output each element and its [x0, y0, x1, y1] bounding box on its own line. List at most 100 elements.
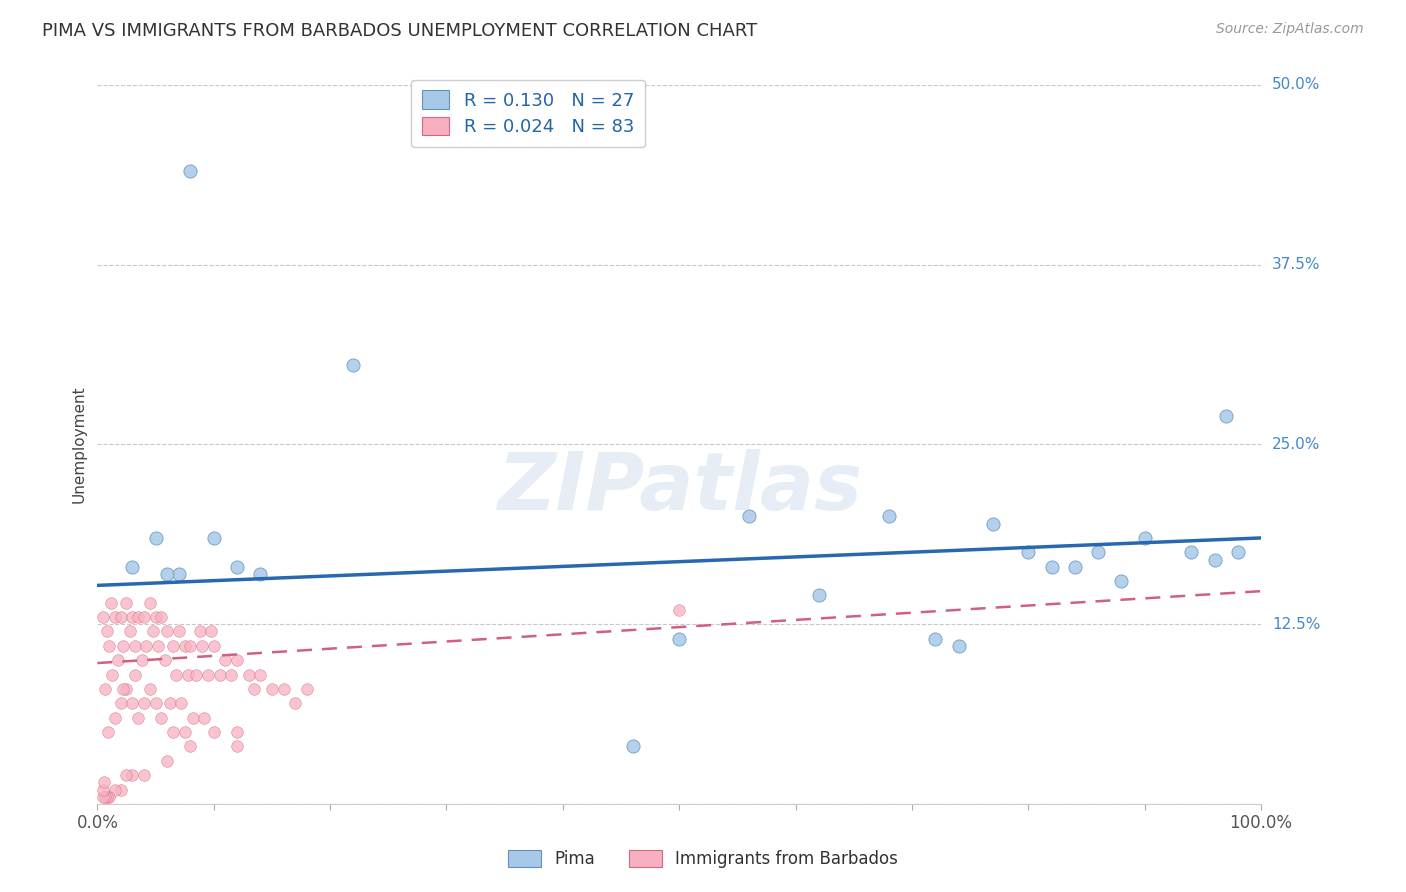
Point [138, 681, 160, 696]
Point [127, 711, 149, 725]
Point [156, 754, 179, 768]
Point [284, 696, 307, 710]
Point [132, 696, 155, 710]
Text: 37.5%: 37.5% [1272, 257, 1320, 272]
Point [131, 653, 153, 667]
Point [243, 681, 266, 696]
Point [91, 789, 114, 804]
Point [177, 667, 200, 681]
Point [179, 639, 201, 653]
Point [98, 789, 121, 804]
Point [202, 725, 225, 739]
Point [124, 639, 146, 653]
Point [202, 531, 225, 545]
Point [191, 639, 214, 653]
Point [179, 739, 201, 754]
Point [983, 516, 1005, 531]
Point [668, 632, 690, 646]
Point [107, 653, 129, 667]
Point [104, 782, 127, 797]
Point [226, 559, 249, 574]
Point [1215, 409, 1237, 423]
Point [124, 667, 146, 681]
Point [1064, 559, 1087, 574]
Point [214, 653, 236, 667]
Point [145, 696, 167, 710]
Point [159, 696, 181, 710]
Text: 12.5%: 12.5% [1272, 616, 1320, 632]
Point [98, 639, 121, 653]
Point [167, 566, 190, 581]
Point [121, 559, 143, 574]
Point [621, 739, 644, 754]
Point [219, 667, 242, 681]
Point [96, 789, 118, 804]
Point [91, 782, 114, 797]
Point [166, 667, 188, 681]
Point [249, 667, 271, 681]
Point [138, 596, 160, 610]
Point [93, 775, 115, 789]
Text: 25.0%: 25.0% [1272, 437, 1320, 452]
Point [188, 624, 211, 639]
Point [91, 610, 114, 624]
Point [1204, 552, 1226, 566]
Point [181, 711, 204, 725]
Point [202, 639, 225, 653]
Point [179, 164, 201, 178]
Point [295, 681, 318, 696]
Point [1133, 531, 1156, 545]
Point [162, 725, 184, 739]
Text: 50.0%: 50.0% [1272, 78, 1320, 93]
Point [94, 789, 117, 804]
Point [121, 696, 143, 710]
Point [807, 589, 830, 603]
Point [150, 711, 173, 725]
Point [110, 610, 132, 624]
Point [145, 531, 167, 545]
Point [100, 596, 122, 610]
Point [111, 681, 134, 696]
Point [110, 782, 132, 797]
Point [173, 639, 195, 653]
Point [150, 610, 173, 624]
Point [738, 509, 761, 524]
Point [1180, 545, 1202, 559]
Point [115, 596, 138, 610]
Point [877, 509, 900, 524]
Point [200, 624, 222, 639]
Point [193, 711, 215, 725]
Point [260, 681, 283, 696]
Point [170, 696, 193, 710]
Point [104, 610, 127, 624]
Point [135, 639, 157, 653]
Point [115, 768, 138, 782]
Point [1111, 574, 1133, 588]
Point [127, 610, 149, 624]
Point [924, 632, 946, 646]
Point [104, 711, 127, 725]
Point [948, 639, 970, 653]
Point [226, 725, 249, 739]
Point [145, 610, 167, 624]
Point [208, 667, 231, 681]
Point [153, 653, 176, 667]
Legend: Pima, Immigrants from Barbados: Pima, Immigrants from Barbados [501, 843, 905, 875]
Point [273, 681, 295, 696]
Point [115, 681, 138, 696]
Point [1226, 545, 1249, 559]
Text: Source: ZipAtlas.com: Source: ZipAtlas.com [1216, 22, 1364, 37]
Point [249, 566, 271, 581]
Point [111, 639, 134, 653]
Point [238, 667, 260, 681]
Point [1017, 545, 1039, 559]
Point [97, 725, 120, 739]
Point [156, 566, 179, 581]
Point [226, 739, 249, 754]
Point [1040, 559, 1063, 574]
Point [142, 624, 165, 639]
Point [226, 653, 249, 667]
Point [342, 359, 364, 373]
Point [186, 667, 208, 681]
Point [132, 610, 155, 624]
